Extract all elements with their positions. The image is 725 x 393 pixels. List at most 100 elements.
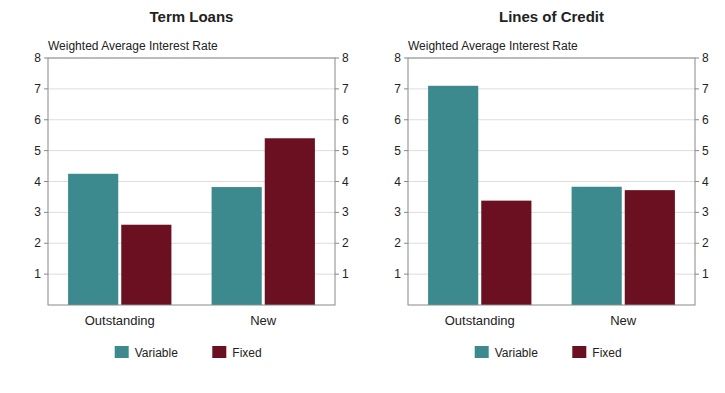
y2-tick-label: 8	[702, 51, 709, 65]
y-tick-label: 5	[394, 144, 401, 158]
x-tick-label: Outstanding	[445, 313, 515, 328]
y-tick-label: 8	[394, 51, 401, 65]
y2-tick	[335, 243, 339, 244]
y2-tick	[695, 88, 699, 89]
y-tick-label: 5	[34, 144, 41, 158]
y-label: Weighted Average Interest Rate	[408, 39, 578, 53]
y2-tick	[335, 274, 339, 275]
y-tick	[404, 58, 408, 59]
y2-tick-label: 2	[702, 236, 709, 250]
y-tick	[404, 181, 408, 182]
legend-swatch	[475, 346, 489, 358]
y2-tick-label: 2	[342, 236, 349, 250]
y2-tick	[335, 119, 339, 120]
legend-label: Variable	[135, 346, 178, 360]
y-tick	[404, 88, 408, 89]
y2-tick-label: 4	[342, 175, 349, 189]
y-tick-label: 6	[34, 113, 41, 127]
y-tick-label: 3	[394, 205, 401, 219]
y-tick-label: 2	[34, 236, 41, 250]
y-tick	[44, 150, 48, 151]
bar	[625, 190, 675, 305]
bar	[265, 138, 315, 305]
y-tick	[44, 274, 48, 275]
y-tick-label: 3	[34, 205, 41, 219]
bars	[68, 138, 315, 305]
y2-tick-label: 7	[342, 82, 349, 96]
y2-tick-label: 1	[702, 267, 709, 281]
y-tick	[404, 119, 408, 120]
y2-tick	[695, 181, 699, 182]
y-tick	[44, 181, 48, 182]
chart-svg: Term Loans Weighted Average Interest Rate…	[0, 0, 725, 393]
y-tick	[44, 119, 48, 120]
y-tick-label: 7	[394, 82, 401, 96]
panel: Lines of Credit Weighted Average Interest…	[394, 8, 709, 360]
plot-frame	[408, 58, 695, 305]
y-tick-label: 1	[34, 267, 41, 281]
legend-swatch	[212, 346, 226, 358]
x-tick-label: New	[610, 313, 637, 328]
plot-frame	[48, 58, 335, 305]
chart-container: Term Loans Weighted Average Interest Rate…	[0, 0, 725, 393]
bar	[428, 86, 478, 305]
y2-tick-label: 3	[702, 205, 709, 219]
y-tick	[44, 58, 48, 59]
panel: Term Loans Weighted Average Interest Rate…	[34, 8, 349, 360]
y2-tick	[695, 119, 699, 120]
y-tick	[44, 212, 48, 213]
legend: Variable Fixed	[115, 346, 262, 360]
y2-tick-label: 4	[702, 175, 709, 189]
y-tick	[404, 212, 408, 213]
y2-tick-label: 5	[702, 144, 709, 158]
y2-tick	[335, 181, 339, 182]
y2-tick	[335, 150, 339, 151]
y-tick	[44, 88, 48, 89]
title: Lines of Credit	[499, 8, 604, 25]
y2-tick	[695, 58, 699, 59]
legend-label: Variable	[495, 346, 538, 360]
y-label: Weighted Average Interest Rate	[48, 39, 218, 53]
grid-line	[48, 119, 335, 120]
y2-tick	[695, 274, 699, 275]
y-tick-label: 4	[394, 175, 401, 189]
y-tick	[404, 274, 408, 275]
title: Term Loans	[150, 8, 234, 25]
y-tick	[404, 150, 408, 151]
y2-tick-label: 6	[702, 113, 709, 127]
bar	[68, 174, 118, 305]
bars	[428, 86, 675, 305]
y2-tick	[695, 212, 699, 213]
bar	[212, 187, 262, 305]
y2-tick	[335, 88, 339, 89]
y2-tick-label: 1	[342, 267, 349, 281]
grid-line	[48, 88, 335, 89]
y-tick-label: 8	[34, 51, 41, 65]
y2-tick-label: 3	[342, 205, 349, 219]
bar	[121, 225, 171, 305]
y2-tick-label: 5	[342, 144, 349, 158]
bar	[572, 187, 622, 305]
legend-swatch	[115, 346, 129, 358]
legend-swatch	[572, 346, 586, 358]
y2-tick-label: 6	[342, 113, 349, 127]
y-tick	[404, 243, 408, 244]
legend-label: Fixed	[592, 346, 621, 360]
bar	[481, 201, 531, 305]
y-tick-label: 4	[34, 175, 41, 189]
y-tick-label: 2	[394, 236, 401, 250]
y2-tick	[695, 243, 699, 244]
legend: Variable Fixed	[475, 346, 622, 360]
y-tick	[44, 243, 48, 244]
legend-label: Fixed	[232, 346, 261, 360]
y2-tick	[695, 150, 699, 151]
y-tick-label: 1	[394, 267, 401, 281]
x-tick-label: New	[250, 313, 277, 328]
y-tick-label: 6	[394, 113, 401, 127]
y2-tick-label: 7	[702, 82, 709, 96]
y2-tick	[335, 212, 339, 213]
y2-tick	[335, 58, 339, 59]
y2-tick-label: 8	[342, 51, 349, 65]
y-tick-label: 7	[34, 82, 41, 96]
x-tick-label: Outstanding	[85, 313, 155, 328]
